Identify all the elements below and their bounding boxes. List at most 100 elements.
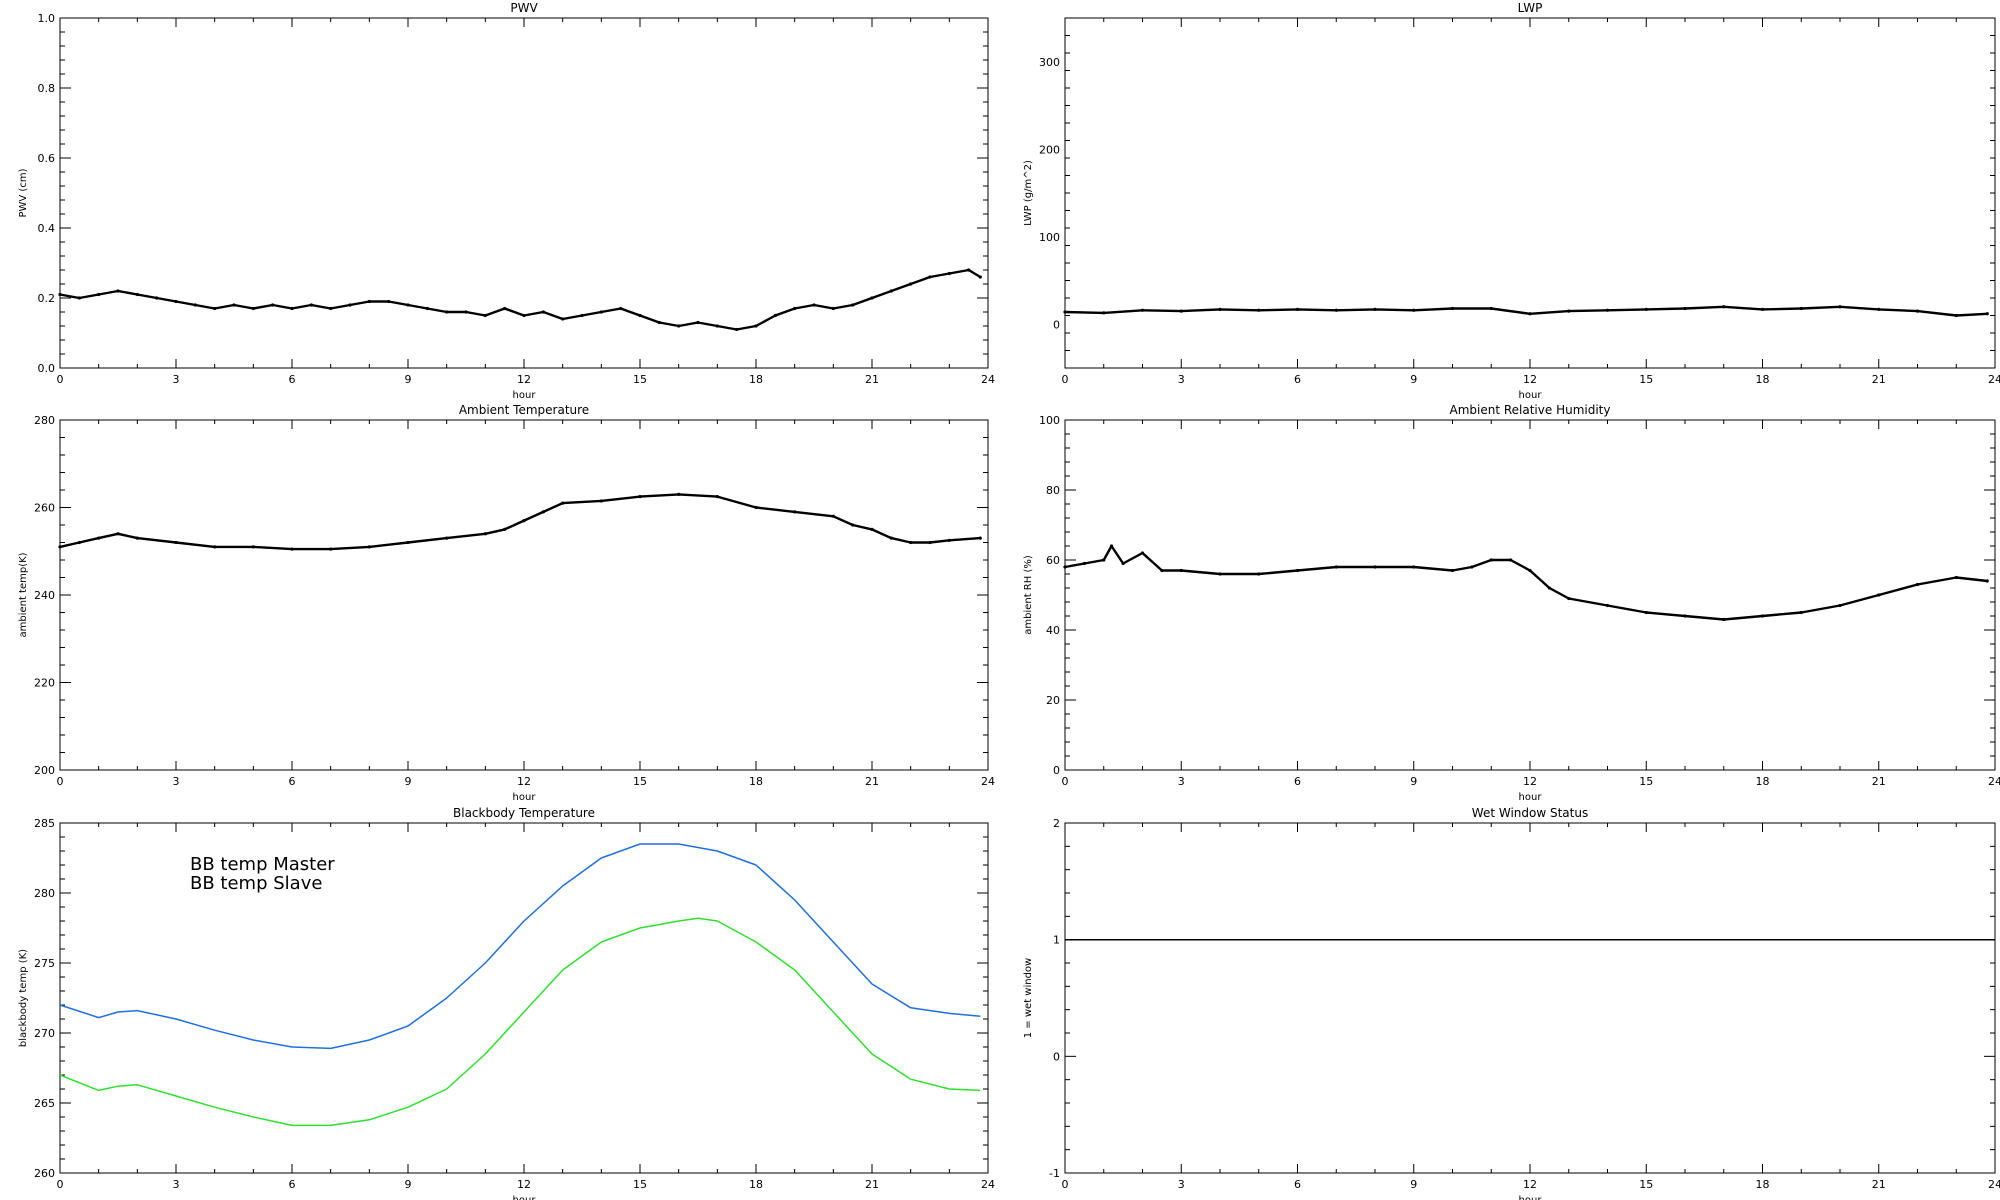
data-point <box>1644 610 1648 615</box>
data-point <box>1102 558 1106 562</box>
x-axis-label: hour <box>513 1195 537 1200</box>
chart-panel: LWP hour LWP (g/m^2) 0 3 6 9 12 15 18 21 24 0 100 200 3… <box>1023 1 2000 401</box>
data-point <box>638 494 642 499</box>
data-point <box>978 536 982 540</box>
data-point <box>58 292 62 297</box>
y-axis-label: 1 = wet window <box>1023 958 1034 1038</box>
data-point <box>1179 568 1183 573</box>
y-tick-label: -1 <box>1049 1167 1060 1180</box>
data-point <box>1179 309 1183 313</box>
data-point <box>561 501 565 505</box>
x-tick-label: 0 <box>1062 373 1069 386</box>
data-point <box>889 536 893 540</box>
x-tick-label: 12 <box>517 1178 531 1191</box>
data-point <box>947 271 951 276</box>
x-tick-label: 24 <box>1988 775 2000 788</box>
y-tick-label: 300 <box>1039 56 1060 69</box>
data-point <box>251 306 255 311</box>
x-tick-label: 24 <box>1988 1178 2000 1191</box>
series-line <box>59 493 981 551</box>
y-tick-label: 0 <box>1053 764 1060 777</box>
x-axis-label: hour <box>1519 792 1543 803</box>
data-point <box>889 289 893 293</box>
data-point <box>599 310 603 314</box>
data-point <box>1644 307 1648 311</box>
x-tick-label: 12 <box>1523 1178 1537 1191</box>
y-tick-label: 240 <box>34 589 55 602</box>
data-point <box>1373 565 1377 569</box>
plot-frame <box>59 419 989 771</box>
data-point <box>174 540 178 545</box>
data-point <box>1915 309 1920 313</box>
x-tick-label: 9 <box>1410 373 1417 386</box>
data-point <box>677 492 681 496</box>
x-tick-label: 18 <box>749 1178 763 1191</box>
data-point <box>1838 603 1842 608</box>
data-point <box>1877 307 1881 311</box>
data-point <box>928 275 932 279</box>
x-tick-label: 3 <box>173 1178 180 1191</box>
data-point <box>193 303 197 307</box>
x-tick-label: 3 <box>1178 1178 1185 1191</box>
data-point <box>1528 568 1532 573</box>
chart-title: PWV <box>510 1 538 15</box>
data-point <box>1567 309 1571 313</box>
data-point <box>831 514 835 518</box>
data-point <box>58 545 62 549</box>
data-point <box>928 540 932 545</box>
x-tick-label: 24 <box>981 373 995 386</box>
chart-panel: Blackbody Temperature hour blackbody temp … <box>18 806 995 1200</box>
data-point <box>309 303 313 307</box>
data-point <box>1954 575 1958 580</box>
data-point <box>1985 312 1989 316</box>
data-point <box>1722 305 1726 309</box>
x-tick-label: 15 <box>1639 373 1653 386</box>
data-point <box>1605 308 1610 312</box>
y-tick-label: 20 <box>1046 694 1060 707</box>
chart-panel: Ambient Temperature hour ambient temp(K) 0 3… <box>18 403 995 803</box>
y-tick-label: 0 <box>1053 318 1060 331</box>
data-point <box>978 275 982 279</box>
x-tick-label: 21 <box>865 775 879 788</box>
x-tick-label: 18 <box>1756 1178 1770 1191</box>
x-axis-label: hour <box>1519 390 1543 401</box>
y-tick-label: 1 <box>1053 934 1060 947</box>
data-point <box>77 540 81 545</box>
x-tick-label: 15 <box>633 1178 647 1191</box>
x-tick-label: 24 <box>981 775 995 788</box>
y-axis-label: PWV (cm) <box>18 168 29 217</box>
data-point <box>406 540 410 545</box>
data-point <box>967 268 971 272</box>
data-point <box>290 547 294 551</box>
x-tick-label: 3 <box>1178 373 1185 386</box>
data-point <box>1412 565 1416 569</box>
x-tick-label: 15 <box>633 775 647 788</box>
y-tick-label: 0.0 <box>38 362 56 375</box>
x-tick-label: 21 <box>1872 775 1886 788</box>
y-tick-label: 1.0 <box>38 12 56 25</box>
y-tick-label: 40 <box>1046 624 1060 637</box>
data-point <box>77 296 81 300</box>
data-point <box>1567 596 1571 601</box>
data-point <box>483 313 487 318</box>
data-point <box>445 310 449 314</box>
y-tick-label: 260 <box>34 1167 55 1180</box>
chart-title: Ambient Temperature <box>459 403 589 417</box>
data-point <box>715 494 719 499</box>
data-point <box>251 545 255 549</box>
chart-title: LWP <box>1518 1 1543 15</box>
chart-panel: Wet Window Status hour 1 = wet window 0 3 6 9 1… <box>1023 806 2000 1200</box>
data-point <box>1722 617 1726 622</box>
x-tick-label: 15 <box>1639 1178 1653 1191</box>
data-point <box>735 327 739 332</box>
x-tick-label: 3 <box>173 775 180 788</box>
data-point <box>1334 565 1338 569</box>
legend-entry: BB temp Slave <box>190 873 322 894</box>
data-point <box>406 303 410 307</box>
y-tick-label: 0.2 <box>38 292 56 305</box>
y-tick-label: 280 <box>34 414 55 427</box>
data-point <box>1334 308 1338 312</box>
y-tick-label: 0.8 <box>38 82 56 95</box>
chart-title: Ambient Relative Humidity <box>1450 403 1611 417</box>
